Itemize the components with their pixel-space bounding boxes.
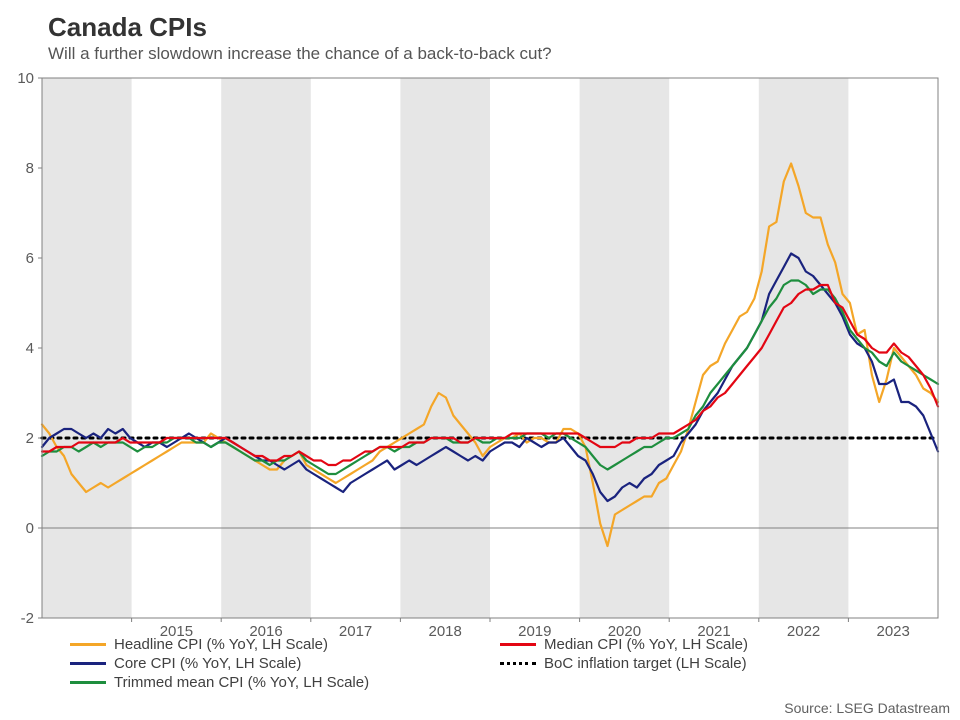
legend-swatch-target [500,662,536,665]
legend: Headline CPI (% YoY, LH Scale) Median CP… [70,636,930,693]
svg-text:2: 2 [26,430,34,447]
legend-label-target: BoC inflation target (LH Scale) [544,655,747,672]
legend-swatch-core [70,662,106,665]
legend-swatch-median [500,643,536,646]
svg-text:0: 0 [26,520,34,537]
source-attribution: Source: LSEG Datastream [784,700,950,716]
svg-text:4: 4 [26,340,34,357]
legend-label-median: Median CPI (% YoY, LH Scale) [544,636,748,653]
svg-text:-2: -2 [21,610,34,627]
line-chart: -202468102015201620172018201920202021202… [0,0,944,642]
legend-swatch-trimmed [70,681,106,684]
legend-label-headline: Headline CPI (% YoY, LH Scale) [114,636,328,653]
legend-item-target: BoC inflation target (LH Scale) [500,655,930,672]
svg-text:10: 10 [17,70,34,87]
legend-swatch-headline [70,643,106,646]
svg-text:8: 8 [26,160,34,177]
chart-container: Canada CPIs Will a further slowdown incr… [0,0,960,720]
legend-item-median: Median CPI (% YoY, LH Scale) [500,636,930,653]
svg-text:6: 6 [26,250,34,267]
legend-item-headline: Headline CPI (% YoY, LH Scale) [70,636,500,653]
legend-label-trimmed: Trimmed mean CPI (% YoY, LH Scale) [114,674,369,691]
legend-label-core: Core CPI (% YoY, LH Scale) [114,655,301,672]
legend-item-trimmed: Trimmed mean CPI (% YoY, LH Scale) [70,674,510,691]
legend-item-core: Core CPI (% YoY, LH Scale) [70,655,500,672]
